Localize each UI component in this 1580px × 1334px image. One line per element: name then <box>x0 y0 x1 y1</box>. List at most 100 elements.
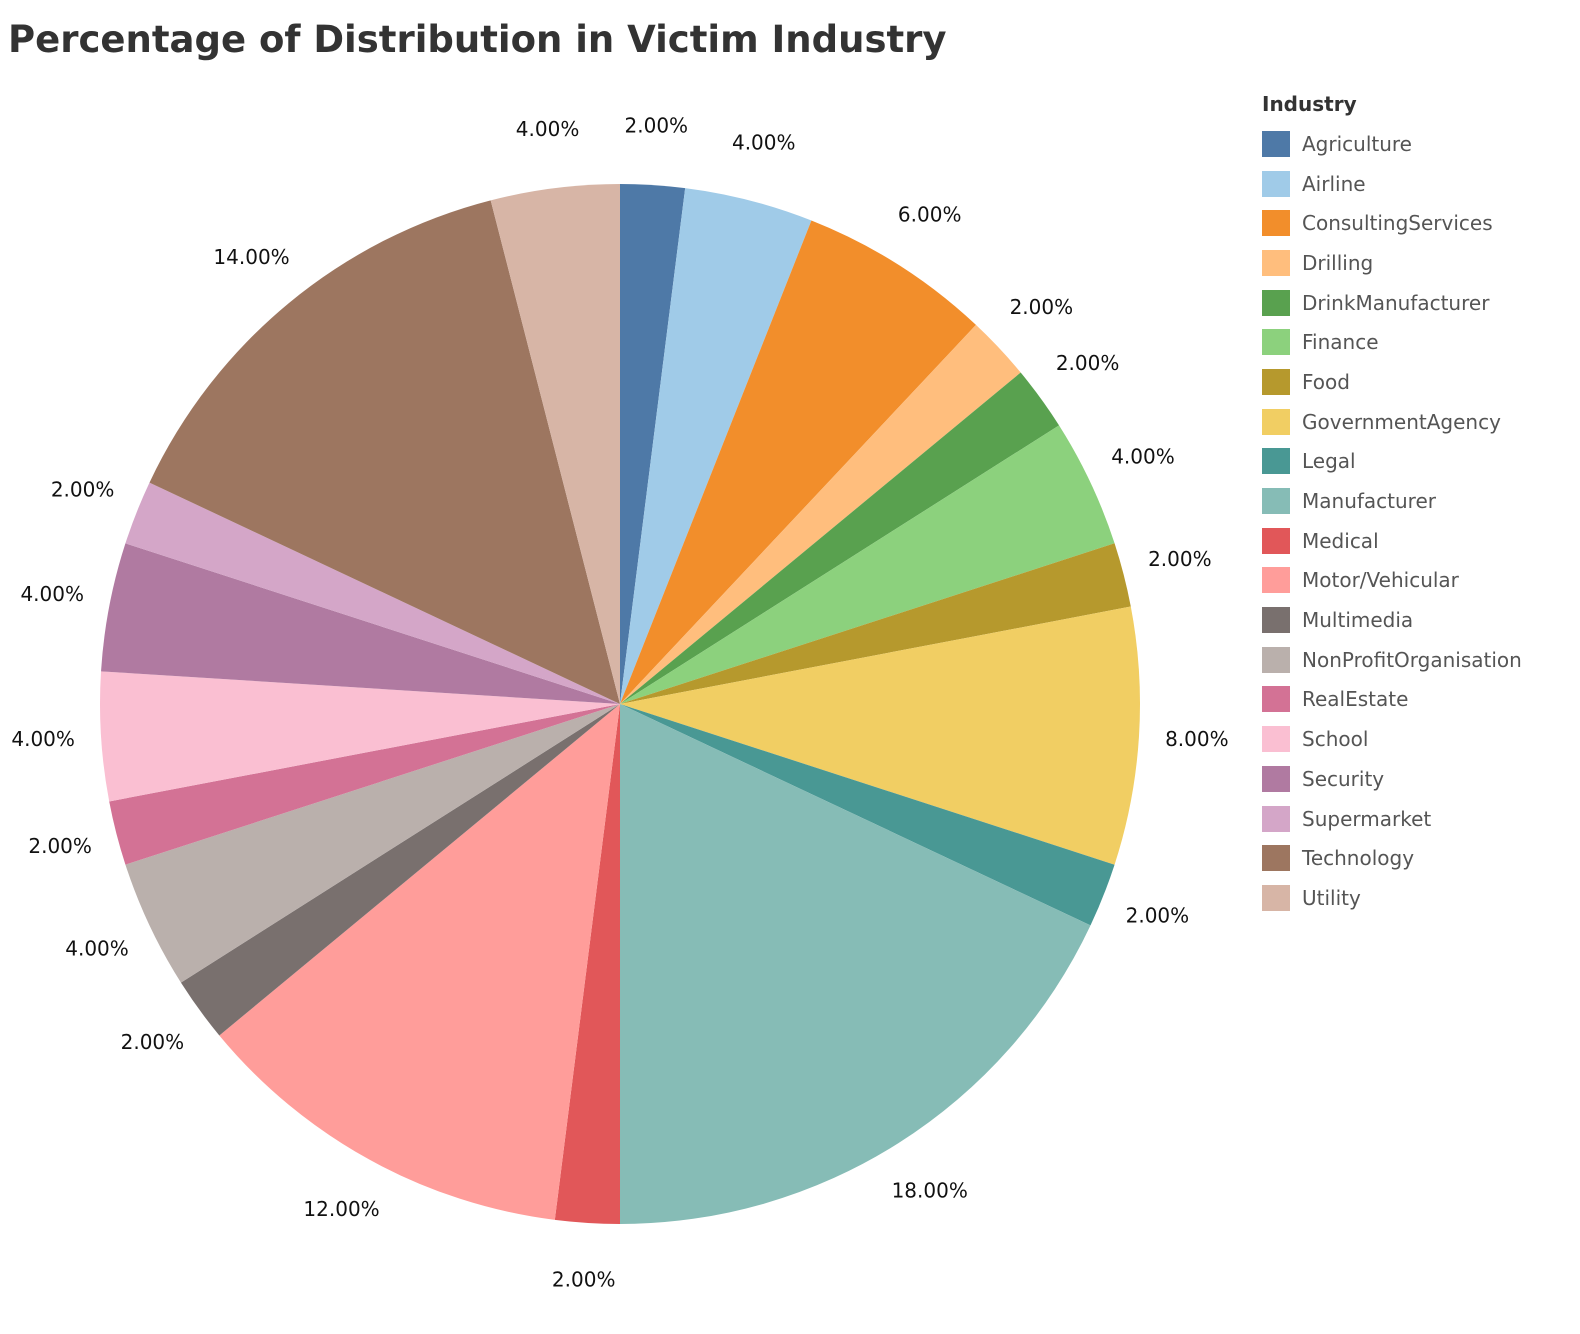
legend-swatch <box>1262 368 1290 395</box>
pie-slice-nonprofitorganisation <box>125 704 620 983</box>
legend-item-governmentagency: GovernmentAgency <box>1262 402 1522 442</box>
slice-label-drilling: 2.00% <box>1010 295 1074 319</box>
legend-label: DrinkManufacturer <box>1302 290 1490 315</box>
pie-slice-finance <box>620 425 1115 704</box>
legend-swatch <box>1262 607 1290 634</box>
legend-label: Food <box>1302 369 1350 394</box>
legend-item-utility: Utility <box>1262 878 1522 918</box>
slice-label-agriculture: 2.00% <box>625 114 689 138</box>
legend-swatch <box>1262 884 1290 911</box>
slice-label-food: 2.00% <box>1148 547 1212 571</box>
pie-slice-realestate <box>109 704 620 865</box>
legend-label: RealEstate <box>1302 687 1409 712</box>
legend-label: NonProfitOrganisation <box>1302 647 1522 672</box>
slice-label-motor-vehicular: 12.00% <box>303 1197 379 1221</box>
pie-slice-agriculture <box>620 184 686 704</box>
legend-label: Finance <box>1302 330 1379 355</box>
pie-slice-consultingservices <box>620 220 976 704</box>
legend-item-medical: Medical <box>1262 521 1522 561</box>
legend-item-supermarket: Supermarket <box>1262 799 1522 839</box>
legend-label: Medical <box>1302 528 1379 553</box>
legend-swatch <box>1262 488 1290 515</box>
slice-labels: 2.00% 4.00% 6.00% 2.00% 2.00% 4.00% 2.00% 8.00%… <box>11 114 1228 1292</box>
legend-item-finance: Finance <box>1262 322 1522 362</box>
legend-item-technology: Technology <box>1262 838 1522 878</box>
legend-label: Utility <box>1302 885 1361 910</box>
legend-swatch <box>1262 845 1290 872</box>
legend-swatch <box>1262 567 1290 594</box>
legend-label: Multimedia <box>1302 608 1414 633</box>
legend-swatch <box>1262 646 1290 673</box>
legend-label: Legal <box>1302 449 1356 474</box>
legend-label: Airline <box>1302 171 1366 196</box>
legend-label: Technology <box>1302 846 1415 871</box>
slice-label-finance: 4.00% <box>1111 444 1175 468</box>
pie-slice-medical <box>554 704 620 1224</box>
pie-slices <box>100 184 1140 1224</box>
legend-swatch <box>1262 448 1290 475</box>
pie-slice-motor-vehicular <box>219 704 620 1220</box>
legend-item-drilling: Drilling <box>1262 243 1522 283</box>
legend-item-motor-vehicular: Motor/Vehicular <box>1262 561 1522 601</box>
legend-item-realestate: RealEstate <box>1262 680 1522 720</box>
legend-item-drinkmanufacturer: DrinkManufacturer <box>1262 283 1522 323</box>
legend-swatch <box>1262 289 1290 316</box>
legend-label: Agriculture <box>1302 131 1412 156</box>
slice-label-technology: 14.00% <box>213 245 289 269</box>
legend-label: Manufacturer <box>1302 489 1436 514</box>
legend-item-security: Security <box>1262 759 1522 799</box>
slice-label-nonprofitorganisation: 4.00% <box>65 937 129 961</box>
legend-item-legal: Legal <box>1262 442 1522 482</box>
slice-label-drinkmanufacturer: 2.00% <box>1056 351 1120 375</box>
legend-swatch <box>1262 170 1290 197</box>
pie-slice-drinkmanufacturer <box>620 372 1060 704</box>
legend-swatch <box>1262 527 1290 554</box>
legend-item-food: Food <box>1262 362 1522 402</box>
pie-slice-utility <box>490 184 620 704</box>
legend: Industry Agriculture Airline ConsultingSer… <box>1262 92 1522 918</box>
slice-label-airline: 4.00% <box>732 131 796 155</box>
legend-item-school: School <box>1262 719 1522 759</box>
slice-label-realestate: 2.00% <box>28 834 92 858</box>
chart-title: Percentage of Distribution in Victim Ind… <box>8 18 947 61</box>
legend-label: Motor/Vehicular <box>1302 568 1459 593</box>
slice-label-manufacturer: 18.00% <box>892 1179 968 1203</box>
legend-label: Security <box>1302 766 1385 791</box>
slice-label-medical: 2.00% <box>552 1267 616 1291</box>
legend-title: Industry <box>1262 92 1357 116</box>
slice-label-multimedia: 2.00% <box>121 1030 185 1054</box>
pie-slice-security <box>101 543 620 704</box>
pie-slice-airline <box>620 188 812 705</box>
pie-slice-school <box>100 671 620 802</box>
pie-slice-manufacturer <box>620 704 1091 1224</box>
legend-swatch <box>1262 726 1290 753</box>
legend-item-nonprofitorganisation: NonProfitOrganisation <box>1262 640 1522 680</box>
legend-swatch <box>1262 329 1290 356</box>
slice-label-consultingservices: 6.00% <box>898 202 962 226</box>
legend-item-agriculture: Agriculture <box>1262 124 1522 164</box>
legend-label: ConsultingServices <box>1302 211 1493 236</box>
legend-label: GovernmentAgency <box>1302 409 1501 434</box>
slice-label-supermarket: 2.00% <box>51 478 115 502</box>
legend-label: School <box>1302 727 1369 752</box>
legend-item-manufacturer: Manufacturer <box>1262 481 1522 521</box>
legend-swatch <box>1262 408 1290 435</box>
legend-items: Agriculture Airline ConsultingServices Dril… <box>1262 124 1522 918</box>
slice-label-school: 4.00% <box>11 727 75 751</box>
legend-item-consultingservices: ConsultingServices <box>1262 203 1522 243</box>
legend-swatch <box>1262 686 1290 713</box>
pie-slice-food <box>620 543 1131 704</box>
pie-slice-supermarket <box>125 482 620 704</box>
pie-slice-governmentagency <box>620 606 1140 865</box>
legend-swatch <box>1262 765 1290 792</box>
legend-swatch <box>1262 805 1290 832</box>
legend-swatch <box>1262 249 1290 276</box>
legend-label: Drilling <box>1302 250 1374 275</box>
pie-slice-technology <box>149 200 620 704</box>
legend-label: Supermarket <box>1302 806 1432 831</box>
pie-slice-multimedia <box>180 704 621 1036</box>
pie-slice-drilling <box>620 324 1021 704</box>
legend-swatch <box>1262 130 1290 157</box>
slice-label-security: 4.00% <box>20 582 84 606</box>
